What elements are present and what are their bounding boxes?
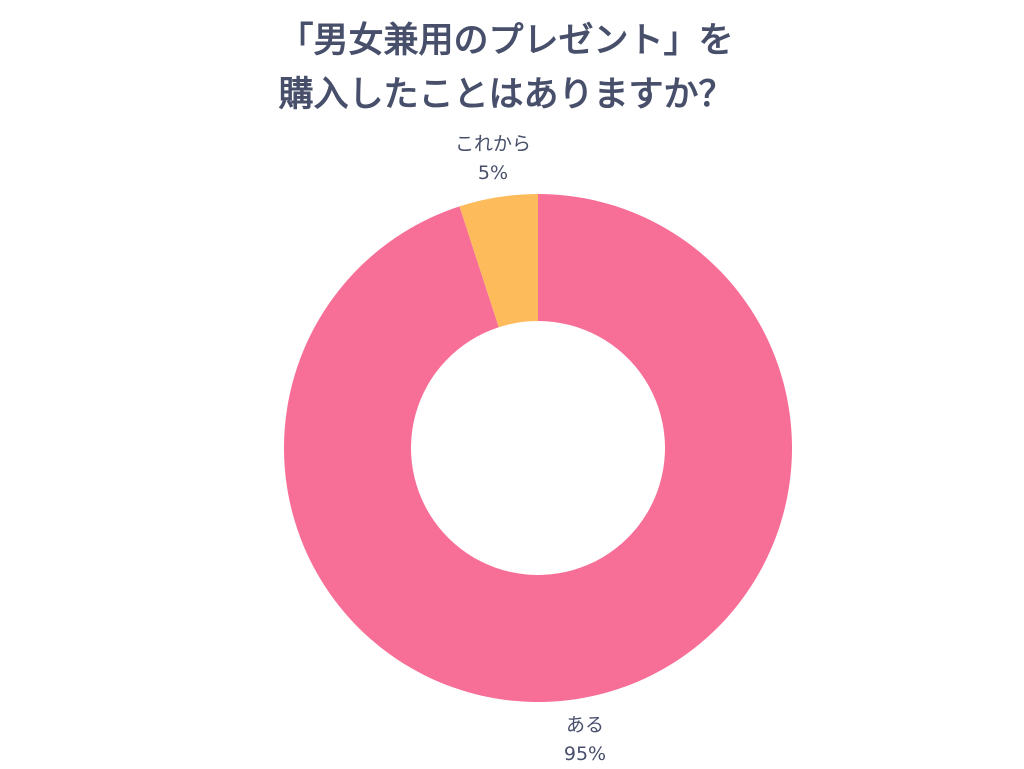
slice-korekara (459, 194, 538, 328)
slice-label-korekara-value: 5% (477, 162, 509, 184)
chart-title: 「男女兼用のプレゼント」を 購入したことはありますか？ (0, 14, 1012, 122)
chart-title-line-1: 「男女兼用のプレゼント」を (278, 21, 734, 61)
slice-label-korekara-name: これから (454, 133, 531, 155)
slice-label-korekara: これから 5% (413, 130, 573, 188)
slice-label-aru-value: 95% (563, 743, 607, 765)
slice-label-aru-name: ある (565, 714, 604, 736)
slice-aru (283, 194, 792, 702)
chart-title-line-2: 購入したことはありますか？ (278, 75, 734, 115)
slice-label-aru: ある 95% (505, 711, 665, 769)
